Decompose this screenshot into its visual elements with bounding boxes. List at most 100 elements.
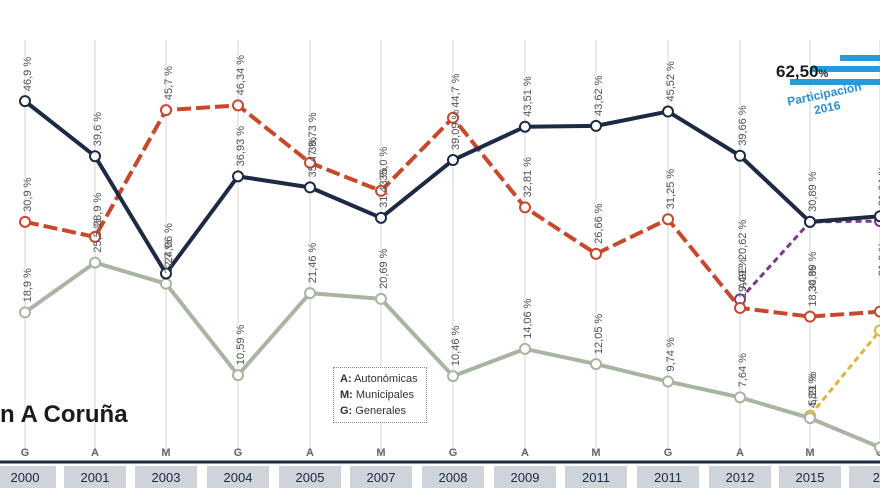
category-cell	[422, 466, 484, 488]
x-tick-label: 2003	[152, 470, 181, 485]
data-point	[590, 247, 602, 260]
data-label: 22,7 %	[163, 239, 175, 273]
category-cell	[709, 466, 771, 488]
data-label: 39,66 %	[737, 105, 749, 146]
x-tick-label: 2012	[726, 470, 755, 485]
x-tick-label: 2007	[367, 470, 396, 485]
data-point	[874, 305, 880, 318]
data-label: 31,43 %	[378, 167, 390, 208]
data-point	[734, 391, 746, 404]
series-lines	[19, 95, 880, 454]
election-type-label: A	[736, 447, 744, 459]
data-label: 14,06 %	[522, 298, 534, 339]
data-label: 7,64 %	[737, 353, 749, 387]
data-point	[89, 150, 101, 163]
data-point	[874, 210, 880, 223]
data-point	[375, 184, 387, 197]
election-type-label: M	[805, 447, 814, 459]
data-point	[874, 324, 880, 337]
category-cell	[637, 466, 699, 488]
data-label: 12,05 %	[593, 313, 605, 354]
data-label: 36,93 %	[235, 126, 247, 167]
data-point	[160, 267, 172, 280]
data-label: 28,9 %	[92, 192, 104, 226]
data-point	[519, 120, 531, 133]
data-label: 46,34 %	[235, 55, 247, 96]
data-point	[662, 213, 674, 226]
data-point	[304, 156, 316, 169]
data-label: AGE: 20,62 %	[737, 219, 749, 289]
x-tick-label: 20	[873, 470, 880, 485]
data-label: 31,0 %	[877, 242, 880, 276]
data-point	[232, 99, 244, 112]
data-point	[662, 375, 674, 388]
data-point	[160, 104, 172, 117]
data-label: 24,06 %	[163, 223, 175, 264]
legend-item-municipales: M: Municipales	[340, 389, 414, 401]
data-label: 30,9 %	[22, 177, 34, 211]
election-type-label: G	[664, 447, 673, 459]
election-type-labels: GAMGAMGAMGAMG	[21, 447, 880, 459]
data-point	[519, 342, 531, 355]
data-label: 26,66 %	[593, 203, 605, 244]
data-label: 43,51 %	[522, 76, 534, 117]
participation-stripe	[840, 55, 880, 61]
data-label: 30,89 %	[807, 171, 819, 212]
election-type-label: A	[306, 447, 314, 459]
data-point	[874, 441, 880, 454]
data-point	[804, 215, 816, 228]
data-label: 31,25 %	[665, 169, 677, 210]
x-tick-label: 2008	[439, 470, 468, 485]
data-label: 31,64 %	[877, 166, 880, 207]
data-point	[160, 277, 172, 290]
election-type-label: A	[521, 447, 529, 459]
participation-value: 62,50%	[776, 62, 829, 81]
legend-item-generales: G: Generales	[340, 405, 407, 417]
category-cell	[494, 466, 556, 488]
data-point	[590, 358, 602, 371]
data-point	[232, 170, 244, 183]
category-cell	[64, 466, 126, 488]
category-cell	[135, 466, 197, 488]
data-label: 30,89 %	[807, 251, 819, 292]
data-point	[590, 119, 602, 132]
x-tick-label: 2001	[81, 470, 110, 485]
participation-stripe	[790, 79, 880, 85]
data-label: 18,9 %	[22, 268, 34, 302]
data-point	[447, 111, 459, 124]
data-label: 4,89 %	[807, 374, 819, 408]
category-axis: 2000 2001 2003 2004 2005 2007 2008 2009 2011 2011…	[0, 460, 880, 488]
chart-title: n A Coruña	[0, 401, 128, 428]
series-line-yellow	[808, 329, 880, 417]
election-type-label: G	[234, 447, 243, 459]
data-label: 25,5 %	[92, 218, 104, 252]
election-type-label: M	[376, 447, 385, 459]
data-point	[734, 149, 746, 162]
data-point	[304, 181, 316, 194]
value-labels: 46,9 % 39,6 % 24,06 % 36,93 % 35,47 % 31,43 %…	[22, 55, 880, 408]
data-label: 43,62 %	[593, 75, 605, 116]
category-cell	[0, 466, 56, 488]
data-label: 19,49 %	[737, 257, 749, 298]
data-point	[19, 95, 31, 108]
category-cell	[849, 466, 880, 488]
category-cell	[565, 466, 627, 488]
data-point	[519, 201, 531, 214]
category-cell	[350, 466, 412, 488]
x-tick-label: 2000	[11, 470, 40, 485]
data-point	[89, 256, 101, 269]
data-point	[19, 215, 31, 228]
data-label: 20,69 %	[378, 248, 390, 289]
data-point	[89, 230, 101, 243]
election-type-label: M	[591, 447, 600, 459]
data-point	[804, 310, 816, 323]
data-label: 32,81 %	[522, 157, 534, 198]
data-point	[804, 412, 816, 425]
data-point	[662, 105, 674, 118]
legend-item-autonomicas: A: Autonómicas	[340, 373, 418, 385]
category-cell	[779, 466, 841, 488]
data-point	[447, 154, 459, 167]
data-point	[304, 287, 316, 300]
election-type-label: G	[21, 447, 30, 459]
